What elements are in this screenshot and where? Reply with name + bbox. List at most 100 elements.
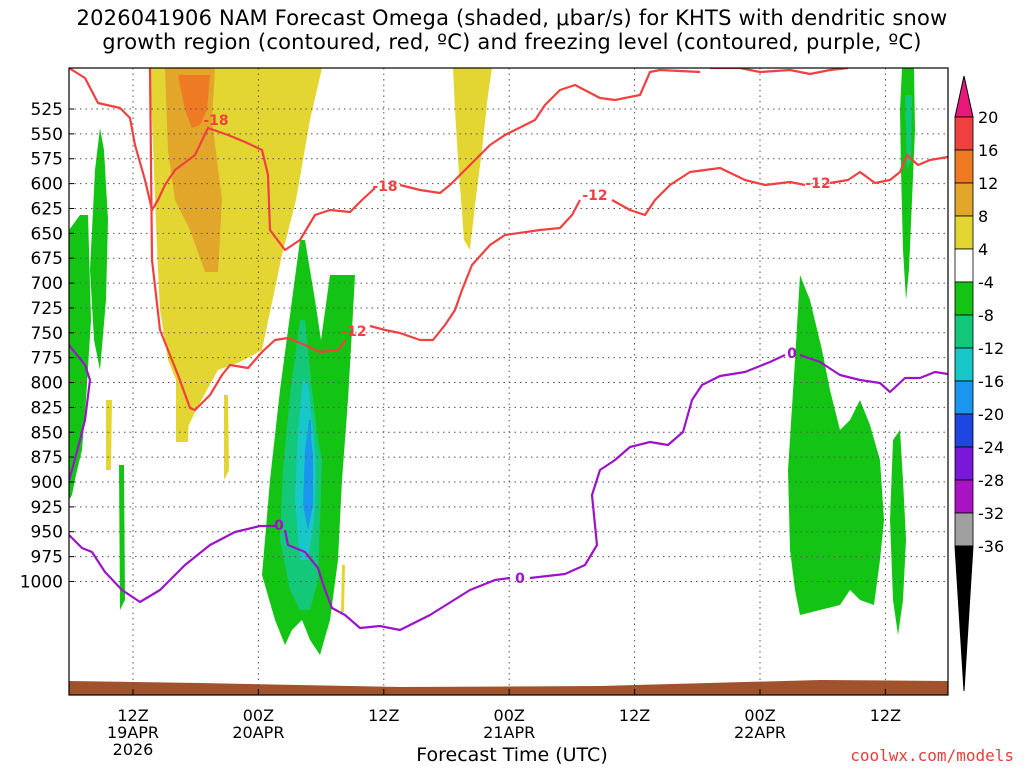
plot-frame — [68, 67, 949, 696]
omega-shading — [69, 68, 948, 695]
x-tick-label: 00Z — [494, 706, 525, 725]
y-tick-label: 725 — [31, 299, 63, 319]
contour-label: 0 — [787, 346, 797, 362]
contour-label: -18 — [203, 113, 228, 129]
x-tick-date: 22APR — [734, 723, 786, 742]
contour-freezing — [529, 354, 786, 580]
colorbar-band — [954, 413, 974, 448]
colorbar-label: -24 — [978, 438, 1004, 457]
colorbar-bottom-arrow — [954, 545, 974, 692]
colorbar-label: 12 — [978, 174, 998, 193]
omega-region-neg4 — [890, 430, 906, 635]
omega-region-neg4 — [119, 465, 125, 610]
colorbar-top-arrow — [954, 75, 974, 118]
y-tick-label: 675 — [31, 249, 63, 269]
contour-minus12 — [148, 68, 347, 412]
colorbar-band — [954, 116, 974, 151]
title-line-2: growth region (contoured, red, ºC) and f… — [102, 30, 922, 54]
omega-region-12 — [178, 75, 210, 128]
y-tick-label: 1000 — [20, 572, 63, 592]
y-tick-label: 975 — [31, 548, 63, 568]
colorbar-band — [954, 281, 974, 316]
y-tick-label: 850 — [31, 423, 63, 443]
x-tick-date: 20APR — [232, 723, 284, 742]
x-tick-label: 12Z — [368, 706, 399, 725]
contour-minus18 — [399, 68, 701, 195]
y-tick-label: 750 — [31, 324, 63, 344]
y-tick-label: 875 — [31, 448, 63, 468]
contour-label: -18 — [372, 179, 397, 195]
contour-freezing — [283, 529, 511, 632]
x-tick-date: 21APR — [483, 723, 535, 742]
y-tick-label: 525 — [31, 100, 63, 120]
contour-label: -12 — [341, 324, 366, 340]
colorbar-label: -16 — [978, 372, 1004, 391]
colorbar-label: 20 — [978, 108, 998, 127]
omega-colorbar: 20 16 12 8 4 -4 -8 -12 -16 -20 -24 -28 -32 -36 — [954, 75, 1004, 692]
y-tick-label: 950 — [31, 523, 63, 543]
x-tick-date: 19APR — [107, 723, 159, 742]
colorbar-band — [954, 248, 974, 283]
x-tick-label: 00Z — [243, 706, 274, 725]
omega-region-4 — [224, 395, 229, 480]
y-tick-label: 800 — [31, 374, 63, 394]
colorbar-label: -36 — [978, 537, 1004, 556]
omega-region-8 — [165, 68, 222, 272]
colorbar-label: 16 — [978, 141, 998, 160]
x-tick-year: 2026 — [113, 740, 154, 759]
colorbar-band — [954, 182, 974, 217]
omega-region-neg8 — [905, 95, 912, 170]
colorbar-band — [954, 479, 974, 514]
colorbar-band — [954, 446, 974, 481]
contour-freezing — [69, 524, 275, 604]
contour-minus12 — [611, 166, 806, 217]
x-tick-label: 12Z — [619, 706, 650, 725]
ground-surface — [69, 680, 948, 695]
y-tick-label: 775 — [31, 349, 63, 369]
y-tick-label: 550 — [31, 125, 63, 145]
pressure-axis: 525 550 575 600 625 650 675 700 725 750 775 800 825 8… — [20, 100, 74, 592]
contour-minus12 — [369, 199, 581, 342]
colorbar-band — [954, 380, 974, 415]
colorbar-label: 4 — [978, 240, 988, 259]
omega-region-4 — [106, 400, 112, 470]
y-tick-label: 925 — [31, 498, 63, 518]
contour-minus18 — [710, 68, 849, 76]
colorbar-label: -8 — [978, 306, 994, 325]
site-credit: coolwx.com/models — [850, 746, 1014, 765]
colorbar-label: -4 — [978, 273, 994, 292]
colorbar-band — [954, 512, 974, 547]
contour-lines: -18 -18 -12 -12 -12 0 0 0 — [69, 68, 948, 632]
y-tick-label: 650 — [31, 224, 63, 244]
y-tick-label: 700 — [31, 274, 63, 294]
colorbar-label: -20 — [978, 405, 1004, 424]
colorbar-band — [954, 215, 974, 250]
omega-region-4 — [341, 565, 345, 612]
contour-minus12 — [829, 153, 948, 185]
y-tick-label: 900 — [31, 473, 63, 493]
x-tick-label: 12Z — [870, 706, 901, 725]
omega-region-neg4 — [90, 128, 108, 370]
contour-label: -12 — [582, 188, 607, 204]
contour-minus18 — [69, 68, 376, 252]
omega-region-neg4 — [788, 275, 884, 615]
chart-title: 2026041906 NAM Forecast Omega (shaded, μ… — [0, 6, 1024, 54]
contour-label: 0 — [274, 518, 284, 534]
colorbar-label: -12 — [978, 339, 1004, 358]
x-axis-title: Forecast Time (UTC) — [416, 744, 608, 766]
title-line-1: 2026041906 NAM Forecast Omega (shaded, μ… — [76, 6, 948, 30]
contour-label: 0 — [515, 571, 525, 587]
colorbar-band — [954, 149, 974, 184]
contour-label: -12 — [805, 176, 830, 192]
contour-freezing — [799, 353, 948, 394]
omega-region-4 — [453, 68, 492, 250]
colorbar-band — [954, 314, 974, 349]
x-tick-label: 12Z — [117, 706, 148, 725]
colorbar-label: 8 — [978, 207, 988, 226]
colorbar-label: -28 — [978, 471, 1004, 490]
x-tick-label: 00Z — [744, 706, 775, 725]
y-tick-label: 625 — [31, 199, 63, 219]
y-tick-label: 825 — [31, 398, 63, 418]
